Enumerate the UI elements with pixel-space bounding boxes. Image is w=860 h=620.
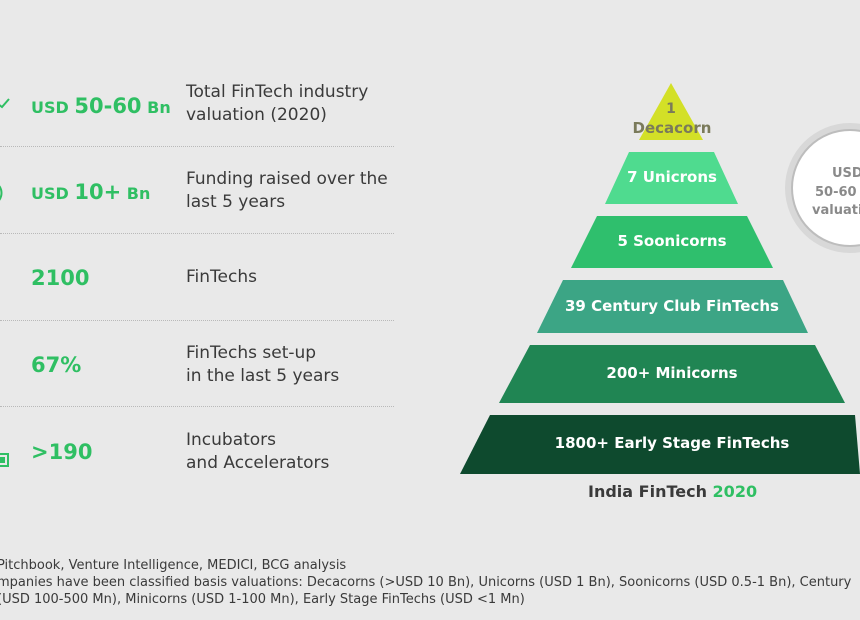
pyramid-tier-soonicorns [571, 216, 773, 268]
stat-value-setup: 67% [31, 353, 82, 377]
divider [0, 146, 394, 147]
pyramid-tier-minicorns [499, 345, 845, 403]
valuation-badge [791, 129, 860, 247]
building-icon [0, 453, 9, 467]
pyramid-tier-unicorns [605, 152, 738, 204]
stat-desc-incubators: Incubators and Accelerators [186, 430, 330, 473]
badge-line1: USD [832, 166, 860, 181]
tier-label-decacorn: Decacorn [633, 119, 712, 137]
caption-year: 2020 [712, 482, 758, 501]
pyramid-tier-century-club [537, 280, 808, 333]
caption-main: India FinTech [588, 482, 707, 501]
badge-line2: 50-60 B [815, 185, 860, 200]
stat-value-valuation: USD 50-60 Bn [31, 94, 171, 118]
fintech-pyramid: 1 Decacorn 7 Unicrons 5 Soonicorns 39 Ce… [460, 83, 860, 474]
growth-icon [0, 98, 10, 109]
tier-label-unicorns: 7 Unicrons [627, 168, 717, 186]
footnote-classification-cont: (USD 100-500 Mn), Minicorns (USD 1-100 M… [0, 592, 525, 607]
divider [0, 406, 394, 407]
divider [0, 233, 394, 234]
tier-label-soonicorns: 5 Soonicorns [617, 232, 726, 250]
footnote-classification: mpanies have been classified basis valua… [0, 575, 852, 590]
pyramid-tier-decacorn [639, 83, 703, 140]
stat-desc-fintechs: FinTechs [186, 267, 257, 287]
funding-icon [0, 185, 3, 201]
footnote-source: Pitchbook, Venture Intelligence, MEDICI,… [0, 558, 347, 573]
tier-label-century-club: 39 Century Club FinTechs [565, 297, 779, 315]
stat-desc-funding: Funding raised over the last 5 years [186, 169, 388, 212]
tier-label-minicorns: 200+ Minicorns [606, 364, 737, 382]
pyramid-caption: India FinTech 2020 [588, 482, 757, 501]
stat-value-funding: USD 10+ Bn [31, 180, 151, 204]
stat-desc-setup: FinTechs set-up in the last 5 years [186, 343, 340, 386]
divider [0, 320, 394, 321]
stat-value-fintechs: 2100 [31, 266, 90, 290]
stat-value-incubators: >190 [31, 440, 93, 464]
pyramid-tier-early-stage [460, 415, 860, 474]
badge-line3: valuatio [812, 203, 860, 218]
stat-desc-valuation: Total FinTech industry valuation (2020) [186, 82, 369, 125]
tier-label-early-stage: 1800+ Early Stage FinTechs [555, 434, 790, 452]
tier-label-decacorn-count: 1 [666, 101, 676, 117]
